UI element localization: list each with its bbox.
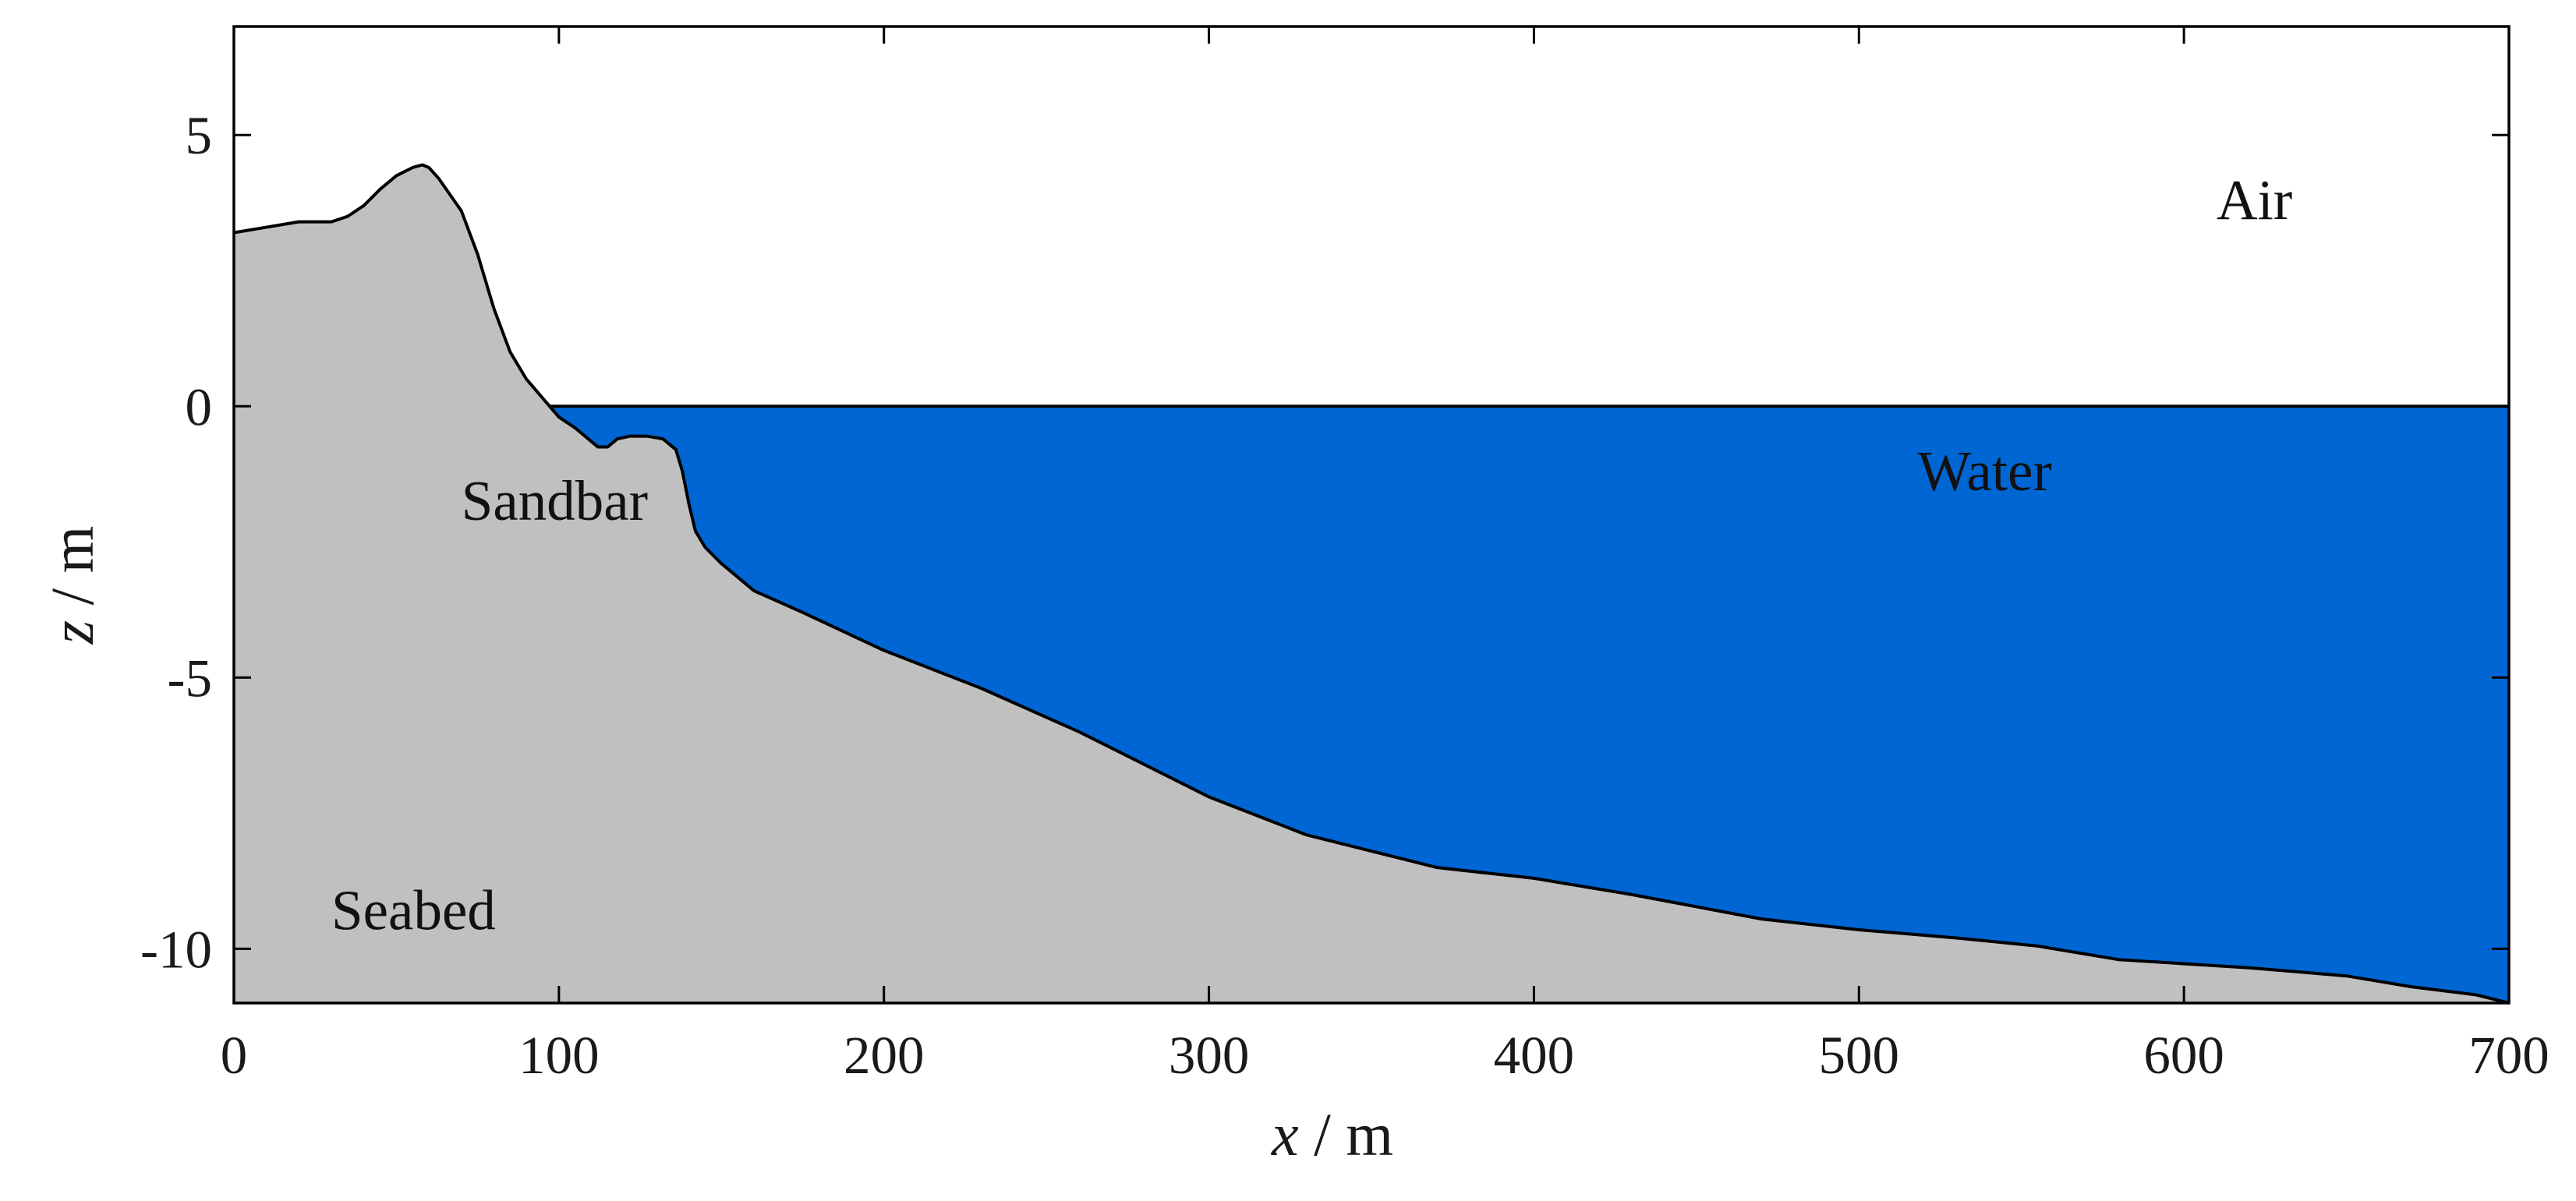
annotation-air: Air xyxy=(2217,168,2292,231)
y-axis-label-sep: / xyxy=(38,573,106,620)
annotation-seabed: Seabed xyxy=(331,879,496,942)
x-tick-label: 0 xyxy=(221,1026,248,1085)
x-tick-label: 100 xyxy=(518,1026,600,1085)
y-tick-label: 0 xyxy=(186,377,213,436)
seabed-area xyxy=(234,164,2509,1004)
x-axis-label-var: x xyxy=(1271,1100,1299,1168)
y-axis: 5 0 -5 -10 xyxy=(140,106,2509,979)
y-tick-label: 5 xyxy=(186,106,213,165)
y-tick-label: -5 xyxy=(168,648,212,708)
seabed-outline xyxy=(233,163,2510,1005)
x-tick-label: 400 xyxy=(1494,1026,1575,1085)
x-axis-label-unit: m xyxy=(1346,1100,1393,1168)
water-area xyxy=(549,406,2509,1003)
x-tick-label: 700 xyxy=(2468,1026,2549,1085)
annotations: Air Water Sandbar Seabed xyxy=(331,168,2292,942)
y-tick-label: -10 xyxy=(140,920,212,979)
x-axis-label: x / m xyxy=(1271,1100,1393,1168)
x-tick-label: 600 xyxy=(2143,1026,2224,1085)
x-axis-label-sep: / xyxy=(1299,1100,1346,1168)
y-axis-label: z / m xyxy=(38,526,106,645)
x-axis: 0 100 200 300 400 500 600 700 xyxy=(221,26,2549,1085)
annotation-water: Water xyxy=(1917,440,2051,503)
y-axis-label-var: z xyxy=(38,620,106,645)
y-axis-label-unit: m xyxy=(38,526,106,574)
x-tick-label: 200 xyxy=(844,1026,925,1085)
x-tick-label: 300 xyxy=(1169,1026,1250,1085)
annotation-sandbar: Sandbar xyxy=(462,469,648,532)
plot-frame xyxy=(232,25,2511,1005)
x-tick-label: 500 xyxy=(1819,1026,1900,1085)
